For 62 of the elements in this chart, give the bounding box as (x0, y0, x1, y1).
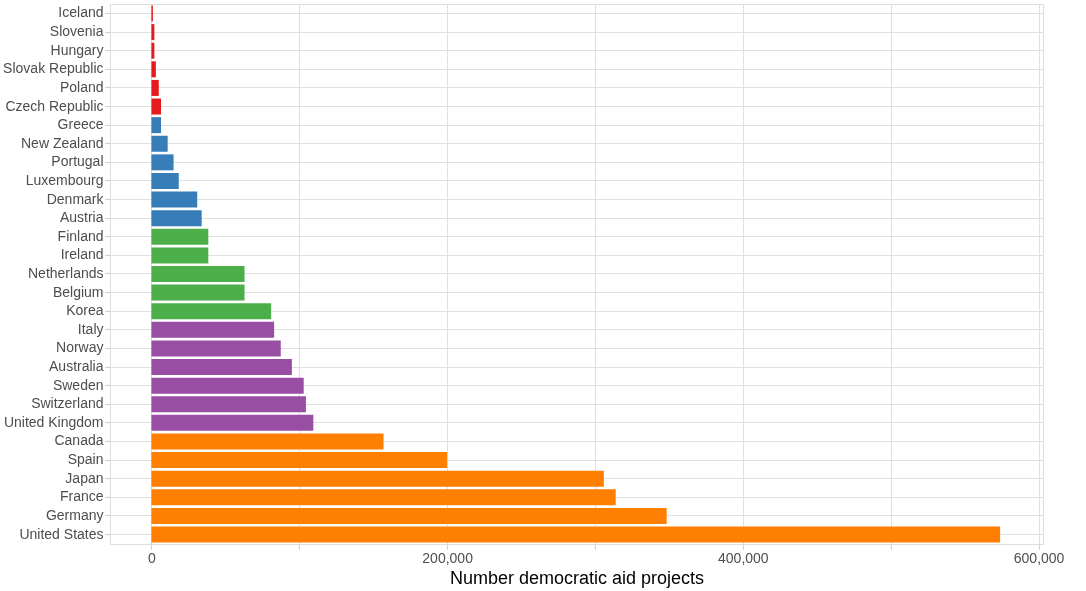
y-tick-label: Portugal (51, 153, 104, 170)
y-tick-label: Ireland (60, 246, 104, 263)
bar (151, 228, 209, 245)
y-tick-label: Norway (56, 339, 104, 356)
y-tick-label: Austria (59, 209, 104, 226)
bar (151, 98, 162, 115)
y-tick-label: Germany (45, 506, 104, 523)
bar (151, 359, 292, 376)
y-tick-label: Luxembourg (25, 171, 104, 188)
y-tick-label: Poland (59, 78, 104, 95)
bar (151, 526, 1001, 543)
y-tick-label: Belgium (52, 283, 104, 300)
y-tick-label: Czech Republic (5, 97, 104, 114)
y-tick-label: Hungary (50, 41, 104, 58)
y-tick-label: Australia (49, 358, 104, 375)
y-tick-label: Canada (54, 432, 104, 449)
y-tick-label: Slovenia (49, 23, 104, 40)
bar (151, 507, 667, 524)
y-tick-label: France (59, 488, 104, 505)
bar (151, 321, 275, 338)
y-tick-label: Japan (65, 469, 104, 486)
bar (151, 377, 304, 394)
y-tick-label: Switzerland (31, 395, 104, 412)
bar (151, 117, 162, 134)
y-tick-label: Spain (67, 451, 104, 468)
bar (151, 247, 209, 264)
y-tick-label: New Zealand (21, 134, 104, 151)
bar (151, 340, 281, 357)
y-tick-label: Italy (77, 320, 104, 337)
bar (151, 433, 384, 450)
bar (151, 452, 448, 469)
bar (151, 266, 245, 282)
bar (151, 24, 155, 41)
y-tick-label: Greece (57, 116, 104, 133)
y-tick-label: Denmark (46, 190, 105, 207)
bar (151, 135, 168, 152)
bar (151, 414, 314, 431)
bar (151, 210, 202, 227)
y-tick-label: United States (19, 525, 104, 542)
bar (151, 489, 616, 506)
y-tick-label: Sweden (52, 376, 104, 393)
bar (151, 191, 198, 208)
y-tick-label: Slovak Republic (3, 60, 104, 77)
y-tick-label: Finland (57, 227, 104, 244)
x-axis-title: Number democratic aid projects (449, 567, 705, 588)
bar (151, 42, 155, 59)
y-tick-label: Korea (66, 302, 104, 319)
y-tick-label: Netherlands (28, 265, 104, 281)
bar (151, 396, 306, 413)
bar (151, 172, 179, 189)
bar (151, 470, 604, 487)
bar (151, 79, 159, 96)
y-tick-label: United Kingdom (3, 413, 104, 430)
bar (151, 61, 156, 78)
x-tick-label: 600,000 (1013, 549, 1065, 566)
x-tick-label: 400,000 (718, 549, 769, 566)
bar (151, 284, 245, 301)
x-tick-label: 200,000 (422, 549, 474, 566)
bar (151, 303, 272, 320)
bar (151, 154, 174, 171)
x-tick-label: 0 (148, 549, 156, 566)
y-tick-label: Iceland (58, 4, 104, 21)
